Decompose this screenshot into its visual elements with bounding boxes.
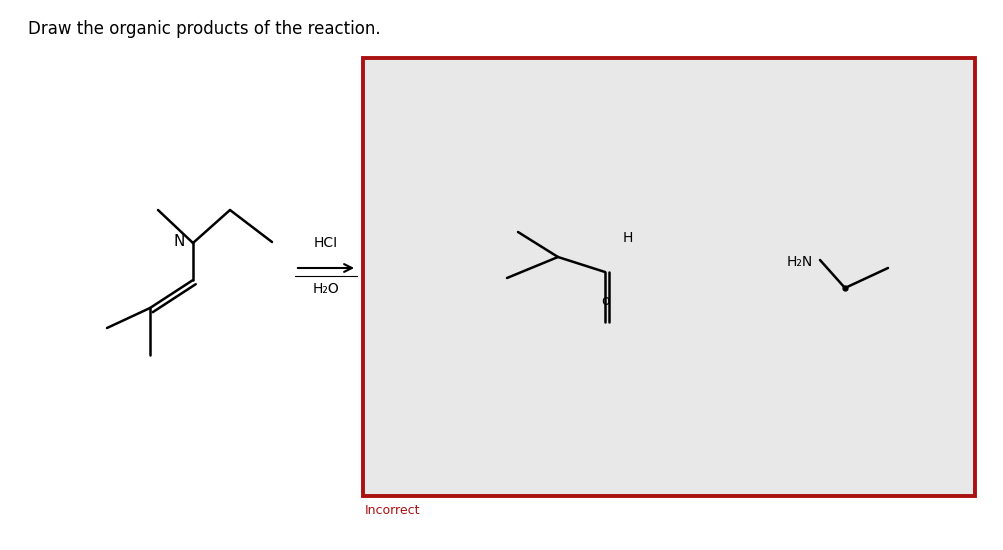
Text: N: N (174, 234, 185, 249)
Text: H₂O: H₂O (312, 282, 339, 296)
Text: H: H (622, 231, 633, 245)
Text: o: o (601, 294, 610, 308)
Text: Incorrect: Incorrect (365, 504, 420, 517)
Text: Draw the organic products of the reaction.: Draw the organic products of the reactio… (28, 20, 380, 38)
Text: HCI: HCI (314, 236, 338, 250)
Text: H₂N: H₂N (786, 255, 812, 269)
Bar (363, 58, 974, 496)
